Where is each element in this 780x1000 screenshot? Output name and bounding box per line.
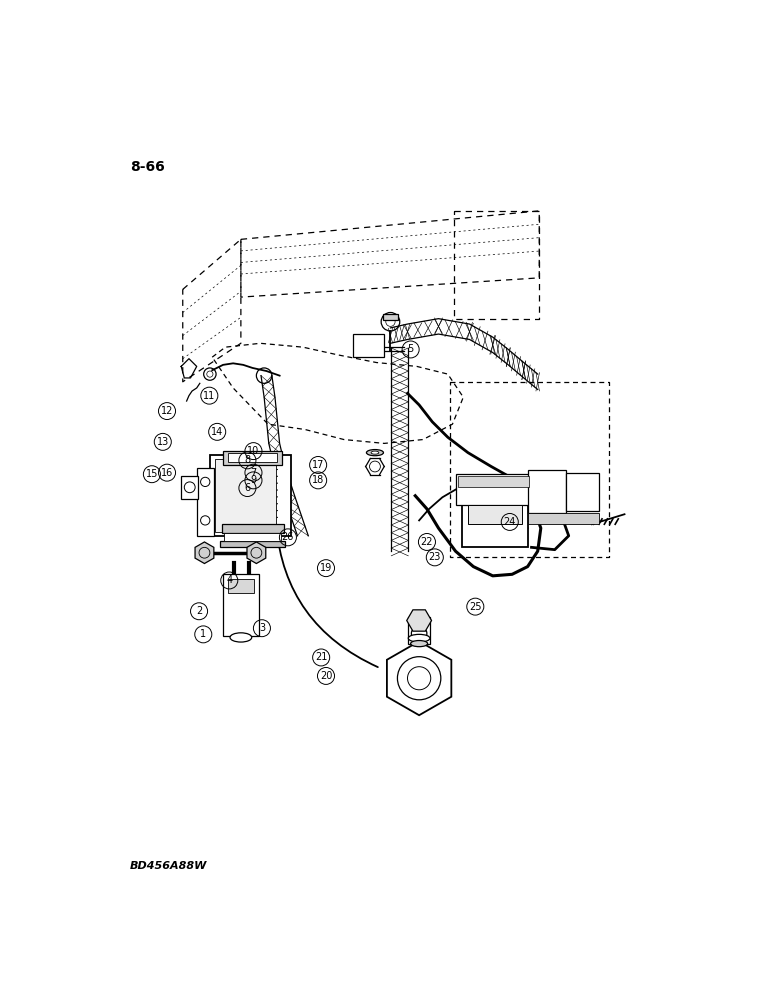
Polygon shape (247, 542, 266, 564)
Text: 20: 20 (320, 671, 332, 681)
Bar (197, 468, 214, 536)
Text: 16: 16 (161, 468, 173, 478)
Text: 17: 17 (312, 460, 324, 470)
Text: 2: 2 (196, 606, 202, 616)
Text: 4: 4 (226, 575, 232, 585)
Text: 3: 3 (259, 623, 265, 633)
Text: 7: 7 (250, 468, 257, 478)
Bar (383, 314, 399, 320)
Text: 14: 14 (211, 427, 223, 437)
Text: 9: 9 (250, 475, 257, 485)
Ellipse shape (367, 450, 384, 456)
Ellipse shape (408, 634, 430, 642)
Text: 25: 25 (469, 602, 481, 612)
Text: 19: 19 (320, 563, 332, 573)
Polygon shape (406, 610, 431, 631)
Polygon shape (387, 641, 452, 715)
Bar (228, 579, 254, 593)
Bar (458, 476, 529, 487)
Text: 8-66: 8-66 (130, 160, 165, 174)
Text: 24: 24 (504, 517, 516, 527)
Text: 15: 15 (146, 469, 158, 479)
Bar (223, 574, 259, 636)
Text: 6: 6 (244, 483, 250, 493)
Bar (353, 334, 385, 357)
Text: 1: 1 (200, 629, 207, 639)
Text: 13: 13 (157, 437, 169, 447)
Bar (210, 455, 291, 536)
Bar (527, 513, 599, 524)
Bar (462, 501, 527, 547)
Polygon shape (195, 542, 214, 564)
Ellipse shape (410, 641, 427, 647)
Text: 21: 21 (315, 652, 328, 662)
Text: 18: 18 (312, 475, 324, 485)
Bar (566, 473, 599, 511)
Bar (220, 541, 285, 547)
Bar (228, 453, 278, 462)
Bar (223, 451, 282, 465)
Text: 26: 26 (282, 532, 294, 542)
Text: 22: 22 (420, 537, 433, 547)
Text: 23: 23 (429, 552, 441, 562)
Text: 10: 10 (247, 446, 260, 456)
Ellipse shape (230, 633, 252, 642)
Text: 8: 8 (244, 455, 250, 465)
Bar (527, 470, 566, 513)
Text: BD456A88W: BD456A88W (130, 861, 207, 871)
Bar (408, 617, 430, 644)
Bar (456, 474, 533, 505)
Bar (181, 476, 198, 499)
Text: 5: 5 (407, 344, 413, 354)
Bar (222, 524, 283, 533)
Ellipse shape (371, 451, 379, 454)
Bar (224, 533, 281, 541)
Text: 11: 11 (204, 391, 215, 401)
Bar (468, 505, 522, 524)
Bar (215, 459, 276, 532)
Text: 12: 12 (161, 406, 173, 416)
